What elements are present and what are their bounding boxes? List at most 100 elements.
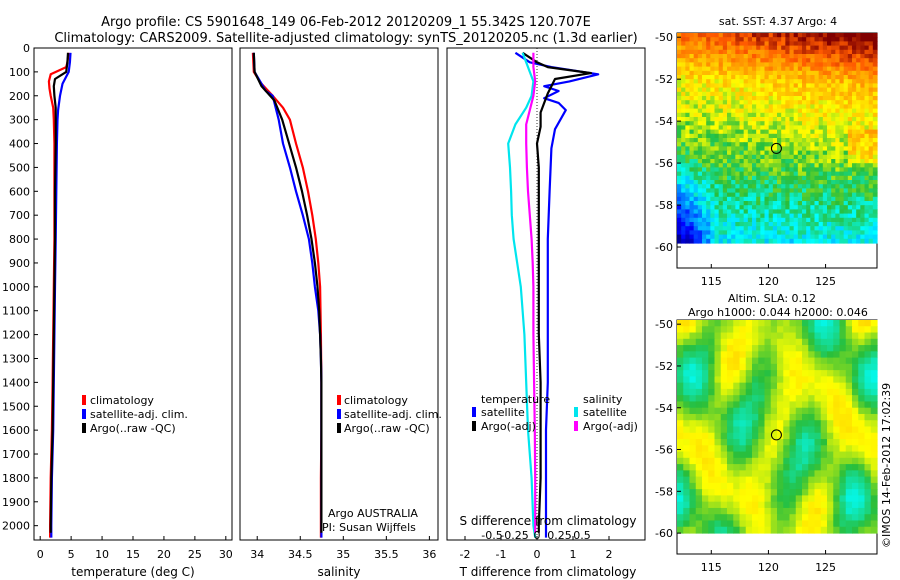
map-cell: [714, 401, 722, 409]
map-cell: [693, 70, 699, 76]
map-cell: [702, 457, 709, 465]
map-cell: [870, 338, 878, 346]
map-cell: [852, 230, 857, 236]
map-cell: [870, 470, 878, 478]
map-cell: [818, 234, 824, 240]
map-cell: [833, 326, 841, 334]
map-cell: [839, 66, 845, 72]
map-cell: [835, 58, 841, 63]
map-cell: [681, 70, 686, 76]
map-cell: [793, 175, 799, 181]
map-cell: [752, 66, 757, 72]
map-cell: [677, 163, 682, 168]
map-cell: [752, 167, 757, 173]
map-cell: [818, 146, 824, 152]
map-cell: [789, 159, 795, 164]
map-cell: [756, 100, 761, 105]
map-cell: [714, 87, 720, 93]
map-cell: [833, 370, 841, 377]
map-cell: [843, 188, 849, 194]
map-cell: [777, 117, 782, 122]
map-cell: [714, 432, 722, 440]
map-cell: [689, 326, 697, 334]
map-cell: [777, 388, 784, 396]
map-cell: [827, 357, 834, 365]
map-cell: [872, 146, 878, 152]
map-cell: [760, 70, 766, 76]
map-cell: [814, 33, 820, 38]
map-cell: [785, 49, 791, 55]
map-cell: [697, 41, 703, 47]
map-cell: [831, 96, 836, 101]
map-cell: [820, 363, 828, 371]
map-cell: [714, 188, 720, 194]
map-cell: [777, 79, 782, 84]
map-cell: [745, 495, 753, 503]
map-cell: [739, 37, 745, 42]
map-cell: [860, 70, 866, 76]
map-cell: [739, 489, 747, 497]
map-cell: [768, 238, 774, 244]
map-cell: [872, 201, 878, 206]
map-cell: [747, 49, 753, 55]
map-cell: [747, 100, 753, 105]
map-cell: [797, 192, 803, 198]
map-cell: [808, 476, 816, 484]
map-cell: [822, 66, 828, 72]
map-cell: [770, 489, 778, 497]
map-cell: [770, 439, 778, 446]
map-cell: [772, 192, 778, 198]
map-cell: [760, 37, 766, 42]
map-cell: [770, 351, 778, 359]
map-cell: [814, 363, 822, 371]
map-cell: [781, 100, 786, 105]
map-cell: [797, 87, 803, 93]
map-cell: [835, 104, 841, 110]
map-cell: [802, 150, 807, 156]
map-cell: [747, 45, 753, 51]
map-cell: [756, 133, 761, 139]
map-cell: [702, 451, 709, 459]
map-cell: [856, 75, 861, 80]
map-cell: [731, 121, 736, 126]
map-cell: [839, 363, 847, 371]
map-cell: [677, 100, 682, 105]
map-cell: [714, 357, 722, 365]
map-cell: [739, 357, 747, 365]
map-cell: [818, 226, 824, 231]
map-cell: [685, 108, 691, 114]
map-cell: [764, 401, 772, 409]
map-cell: [714, 439, 722, 446]
map-cell: [793, 45, 799, 51]
map-cell: [843, 108, 849, 114]
map-cell: [689, 413, 697, 421]
map-cell: [831, 196, 836, 202]
map-cell: [706, 192, 711, 198]
map-cell: [793, 87, 799, 93]
map-cell: [781, 154, 786, 160]
map-cell: [860, 108, 866, 114]
map-cell: [677, 451, 684, 459]
s-tick-label: -0.25: [500, 529, 528, 542]
map-cell: [852, 150, 857, 156]
map-cell: [702, 351, 709, 359]
map-cell: [689, 70, 695, 76]
map-cell: [831, 112, 836, 118]
map-cell: [702, 217, 707, 223]
map-cell: [852, 41, 857, 47]
map-cell: [864, 96, 870, 101]
map-cell: [835, 201, 841, 206]
map-cell: [685, 125, 691, 131]
map-cell: [760, 125, 766, 131]
map-cell: [789, 363, 797, 371]
map-cell: [722, 213, 728, 219]
map-cell: [795, 363, 803, 371]
map-cell: [814, 370, 822, 377]
map-cell: [831, 180, 836, 185]
map-cell: [785, 125, 791, 131]
map-cell: [752, 426, 759, 434]
map-cell: [806, 201, 811, 206]
map-cell: [781, 150, 786, 156]
map-cell: [827, 476, 834, 484]
map-cell: [752, 196, 757, 202]
